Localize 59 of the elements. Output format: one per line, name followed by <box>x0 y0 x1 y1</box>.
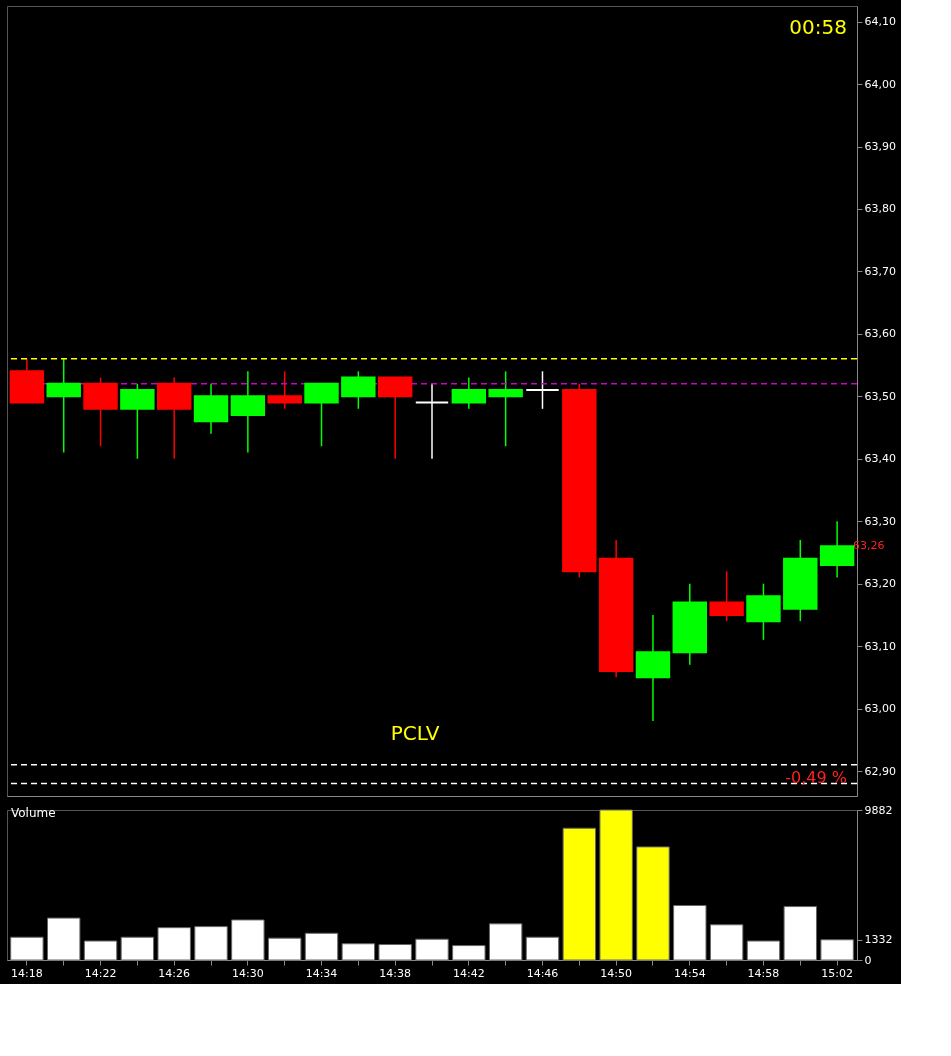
bar <box>673 905 707 961</box>
y-tick-label: 64,10 <box>864 15 896 29</box>
y-tick-label: 63,40 <box>864 452 896 466</box>
x-tick-label: 14:38 <box>379 966 412 980</box>
bar <box>83 940 118 961</box>
y-tick-label: 9882 <box>864 803 893 817</box>
annotation: 00:58 <box>789 15 847 39</box>
bar <box>415 938 449 961</box>
annotation: -0,49 % <box>785 768 847 787</box>
x-tick-label: 14:50 <box>600 966 632 980</box>
bar <box>820 939 854 961</box>
bar <box>746 940 781 961</box>
candlestick <box>414 383 450 460</box>
x-tick-label: 14:34 <box>305 966 338 980</box>
bar <box>10 936 44 961</box>
bar <box>304 932 339 961</box>
y-tick-label: 63,10 <box>864 639 896 653</box>
bar <box>47 917 81 961</box>
y-tick-label: 63,30 <box>864 514 896 528</box>
bar <box>378 944 412 961</box>
x-tick-label: 14:26 <box>158 966 191 980</box>
y-tick-label: 64,00 <box>864 77 896 91</box>
bar <box>452 945 486 961</box>
x-tick-label: 14:22 <box>84 966 117 980</box>
bar <box>525 936 560 961</box>
bar <box>599 809 633 961</box>
chart-title: Volume <box>11 806 56 820</box>
bar <box>231 919 265 961</box>
candlestick <box>525 370 560 410</box>
x-tick-label: 14:58 <box>747 966 780 980</box>
annotation: PCLV <box>390 721 440 745</box>
candlestick <box>488 370 523 448</box>
bar <box>120 936 155 961</box>
y-tick-label: 63,80 <box>864 202 896 216</box>
bar <box>562 827 597 961</box>
y-tick-label: 1332 <box>864 933 893 947</box>
x-tick-label: 14:18 <box>11 966 43 980</box>
bar <box>636 846 670 961</box>
bar <box>488 923 523 961</box>
y-tick-label: 63,90 <box>864 140 896 154</box>
x-tick-label: 14:42 <box>452 966 485 980</box>
bar <box>267 937 302 961</box>
x-tick-label: 15:02 <box>821 966 853 980</box>
y-tick-label: 0 <box>864 953 872 967</box>
bar <box>341 943 376 961</box>
x-tick-label: 14:46 <box>526 966 559 980</box>
y-tick-label: 63,60 <box>864 327 896 341</box>
y-tick-label: 63,20 <box>864 577 896 591</box>
x-tick-label: 14:54 <box>673 966 706 980</box>
bar <box>157 927 191 961</box>
bar <box>194 926 228 961</box>
y-tick-label: 63,70 <box>864 264 896 278</box>
x-tick-label: 14:30 <box>232 966 264 980</box>
y-tick-label: 62,90 <box>864 764 896 778</box>
bar <box>783 906 817 961</box>
bar <box>709 924 744 961</box>
y-tick-label: 63,00 <box>864 702 896 716</box>
annotation: 63,26 <box>853 539 885 553</box>
y-tick-label: 63,50 <box>864 389 896 403</box>
